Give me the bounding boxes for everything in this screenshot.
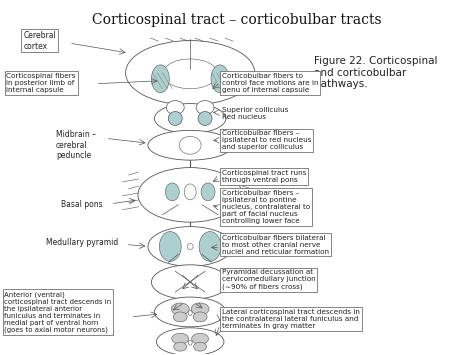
Ellipse shape <box>211 65 229 93</box>
Text: Corticobulbar fibers –
ipsilateral to pontine
nucleus, contralateral to
part of : Corticobulbar fibers – ipsilateral to po… <box>222 190 310 224</box>
Ellipse shape <box>179 136 201 154</box>
Text: Corticobulbar fibers to
control face motions are in
genu of internal capsule: Corticobulbar fibers to control face mot… <box>222 73 319 93</box>
Ellipse shape <box>166 100 184 115</box>
Ellipse shape <box>199 231 221 261</box>
Ellipse shape <box>165 183 179 201</box>
Ellipse shape <box>187 244 193 250</box>
Ellipse shape <box>155 297 226 327</box>
Text: Cerebral
cortex: Cerebral cortex <box>23 31 56 50</box>
Ellipse shape <box>194 342 207 351</box>
Ellipse shape <box>201 183 215 201</box>
Text: Corticospinal tract – corticobulbar tracts: Corticospinal tract – corticobulbar trac… <box>92 13 382 27</box>
Ellipse shape <box>188 340 192 345</box>
Text: Figure 22. Corticospinal
and corticobulbar
pathways.: Figure 22. Corticospinal and corticobulb… <box>314 56 438 89</box>
Ellipse shape <box>156 328 224 355</box>
Ellipse shape <box>138 168 242 222</box>
Text: Basal pons: Basal pons <box>61 200 103 209</box>
Ellipse shape <box>163 59 218 89</box>
Ellipse shape <box>172 333 189 344</box>
Text: Corticospinal fibers
in posterior limb of
internal capsule: Corticospinal fibers in posterior limb o… <box>6 73 76 93</box>
Text: Corticospinal tract runs
through ventral pons: Corticospinal tract runs through ventral… <box>222 170 306 183</box>
Ellipse shape <box>126 40 255 105</box>
Ellipse shape <box>191 333 209 344</box>
Ellipse shape <box>151 265 229 300</box>
Ellipse shape <box>159 231 181 261</box>
Ellipse shape <box>168 111 182 125</box>
Text: Corticobulbar fibers bilateral
to most other cranial nerve
nuclei and reticular : Corticobulbar fibers bilateral to most o… <box>222 235 329 255</box>
Text: Midbrain –
cerebral
peduncle: Midbrain – cerebral peduncle <box>56 130 96 160</box>
Ellipse shape <box>196 100 214 115</box>
Ellipse shape <box>148 226 232 266</box>
Ellipse shape <box>198 111 212 125</box>
Text: Anterior (ventral)
corticospinal tract descends in
the ipsilateral anterior
funi: Anterior (ventral) corticospinal tract d… <box>4 291 111 333</box>
Text: Pyramidal decussation at
cervicomedullary junction
(∼90% of fibers cross): Pyramidal decussation at cervicomedullar… <box>222 269 316 290</box>
Text: Lateral corticospinal tract descends in
the contralateral lateral funiculus and
: Lateral corticospinal tract descends in … <box>222 309 360 329</box>
Ellipse shape <box>148 130 232 160</box>
Ellipse shape <box>151 65 169 93</box>
Ellipse shape <box>174 342 187 351</box>
Text: Corticobulbar fibers –
ipsilateral to red nucleus
and superior colliculus: Corticobulbar fibers – ipsilateral to re… <box>222 130 311 151</box>
Ellipse shape <box>171 303 189 315</box>
Ellipse shape <box>155 104 226 133</box>
Ellipse shape <box>191 303 209 315</box>
Text: Medullary pyramid: Medullary pyramid <box>46 237 118 246</box>
Ellipse shape <box>184 184 196 200</box>
Ellipse shape <box>193 312 207 322</box>
Ellipse shape <box>188 311 192 315</box>
Text: Superior colliculus
Red nucleus: Superior colliculus Red nucleus <box>222 106 288 120</box>
Ellipse shape <box>173 312 187 322</box>
